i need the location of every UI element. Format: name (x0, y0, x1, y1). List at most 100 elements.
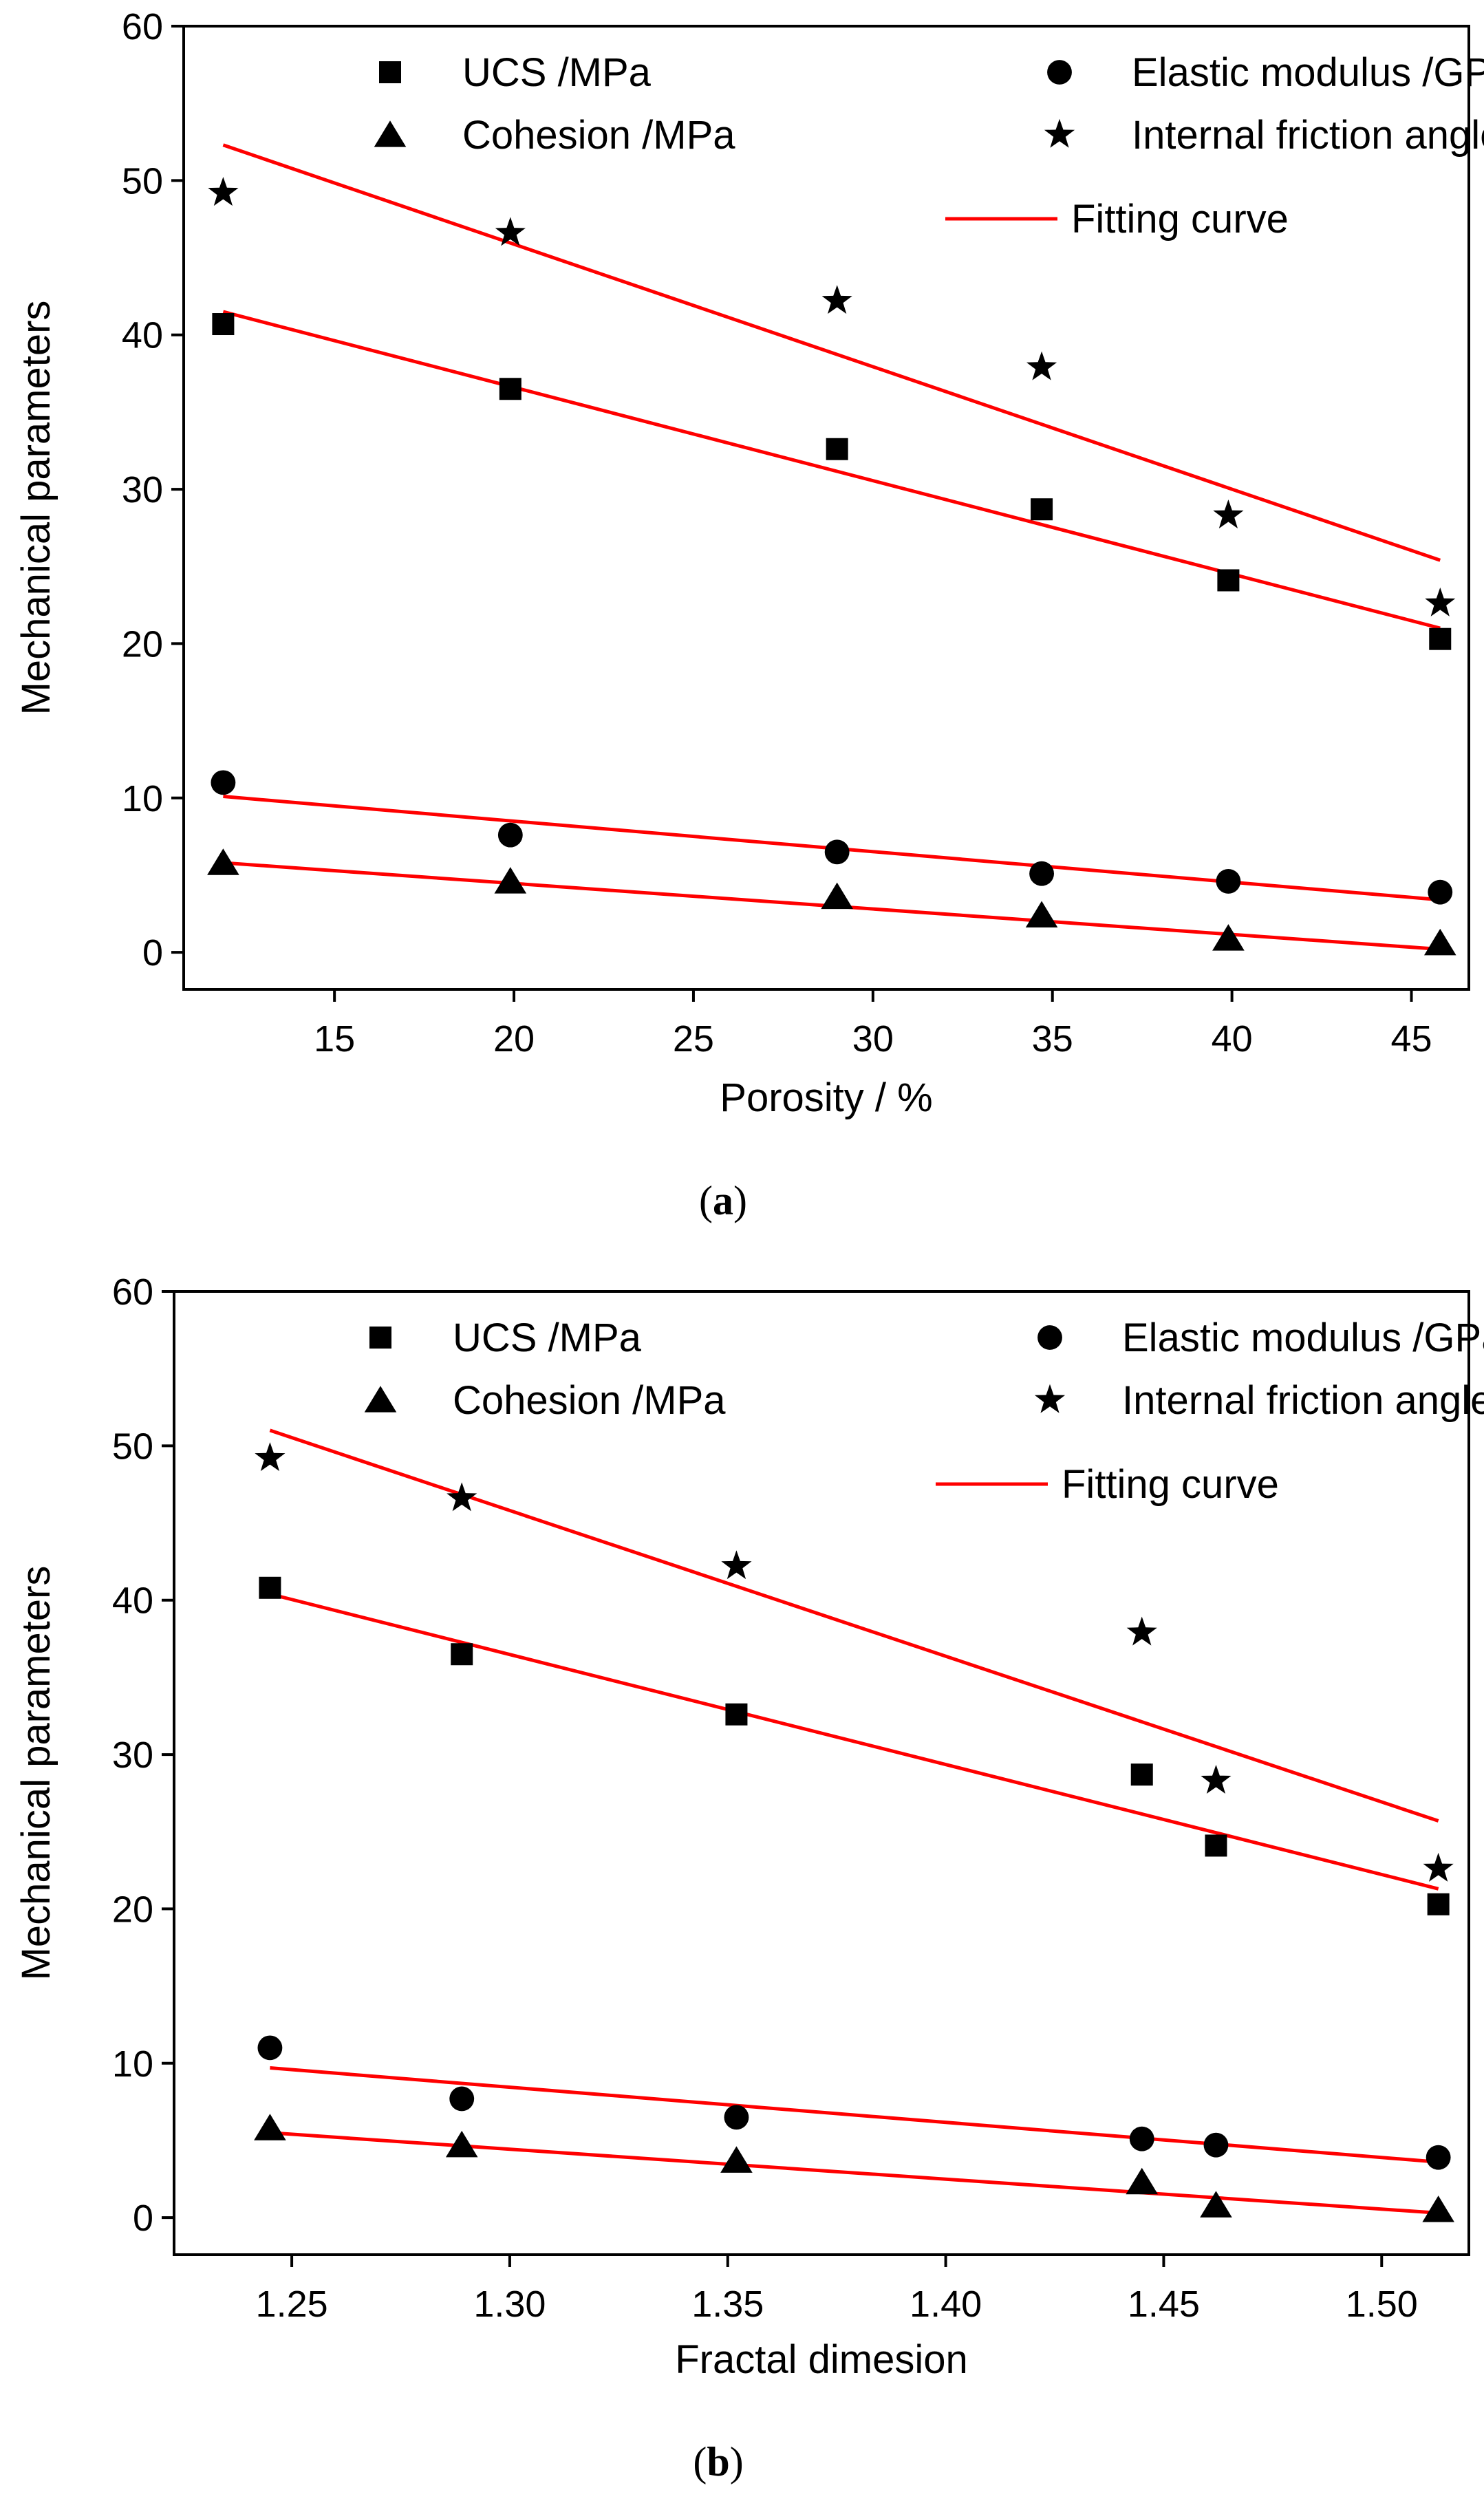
legend-marker-square (379, 61, 401, 83)
series-internal-friction-angle (255, 1442, 1454, 1882)
data-point-circle (211, 770, 236, 795)
x-tick-label: 25 (673, 1018, 714, 1060)
plot-frame (173, 1290, 1470, 2256)
legend-label: Internal friction angle /° (1132, 113, 1484, 158)
legend-label: Cohesion /MPa (462, 113, 735, 158)
y-tick-label: 30 (122, 469, 163, 511)
data-point-star (255, 1442, 286, 1472)
caption-close-paren: ) (733, 1178, 747, 1223)
x-axis-label: Fractal dimesion (675, 2337, 967, 2382)
data-point-triangle (445, 2130, 478, 2158)
data-point-star (1425, 587, 1456, 616)
caption-letter: a (713, 1178, 733, 1223)
data-point-triangle (1200, 2191, 1232, 2218)
legend-marker-star (1044, 118, 1075, 148)
x-tick-label: 1.40 (910, 2284, 982, 2325)
panel-caption: (b) (693, 2439, 743, 2484)
data-point-triangle (1212, 924, 1245, 951)
data-point-circle (1216, 869, 1241, 894)
data-point-circle (449, 2086, 475, 2112)
data-point-star (495, 217, 526, 246)
data-point-square (1031, 498, 1053, 521)
chart-panel-a: 0 10 20 30 40 50 60 15 20 25 30 35 40 45 Porosity / % M… (14, 6, 1484, 1223)
data-point-square (1130, 1763, 1153, 1786)
data-point-star (1201, 1765, 1232, 1794)
y-tick-label: 0 (133, 2198, 153, 2239)
x-axis-label: Porosity / % (720, 1075, 932, 1120)
y-tick-label: 50 (122, 160, 163, 202)
y-tick-label: 60 (112, 1271, 153, 1313)
fit-line-internal-friction-angle (222, 143, 1441, 562)
data-point-square (259, 1576, 281, 1599)
fit-line-ucs-mpa (222, 310, 1441, 630)
data-point-circle (724, 2105, 749, 2130)
series-elastic-modulus-gpa (257, 2035, 1451, 2170)
data-point-square (826, 438, 848, 460)
caption-letter: b (707, 2439, 729, 2484)
y-tick-label: 40 (112, 1580, 153, 1622)
legend-label: Internal friction angle /° (1122, 1378, 1484, 1423)
legend-marker-triangle (364, 1386, 397, 1413)
data-point-circle (824, 839, 850, 865)
data-point-triangle (1422, 2196, 1454, 2222)
fit-line-ucs-mpa (269, 1592, 1439, 1891)
y-tick-label: 10 (122, 778, 163, 819)
legend-fit-label: Fitting curve (1071, 197, 1289, 241)
x-tick-label: 1.25 (256, 2284, 328, 2325)
legend-marker-star (1034, 1384, 1066, 1413)
x-tick-label: 40 (1212, 1018, 1253, 1060)
y-tick-label: 20 (112, 1889, 153, 1930)
x-tick-label: 35 (1032, 1018, 1073, 1060)
data-point-triangle (1423, 928, 1456, 956)
legend-marker-triangle (374, 120, 407, 147)
data-point-star (1026, 351, 1057, 380)
plot-frame (182, 25, 1470, 991)
data-point-square (1429, 627, 1452, 650)
data-point-triangle (1025, 901, 1058, 927)
legend-label: UCS /MPa (462, 50, 652, 95)
y-tick-label: 0 (142, 932, 163, 974)
data-point-triangle (1126, 2167, 1159, 2195)
y-tick-label: 20 (122, 623, 163, 665)
data-point-triangle (821, 882, 853, 910)
data-point-star (1423, 1852, 1454, 1882)
x-tick-label: 30 (852, 1018, 894, 1060)
data-point-triangle (494, 867, 527, 894)
legend-marker-circle (1047, 60, 1072, 85)
data-point-triangle (207, 848, 239, 875)
data-point-star (721, 1550, 752, 1580)
data-point-circle (497, 822, 523, 848)
legend-label: Elastic modulus /GPa (1122, 1316, 1484, 1360)
legend-label: UCS /MPa (453, 1316, 642, 1360)
y-tick-label: 50 (112, 1426, 153, 1467)
y-tick-label: 40 (122, 315, 163, 356)
series-ucs-mpa (212, 313, 1452, 650)
y-tick-label: 10 (112, 2043, 153, 2085)
data-point-square (1205, 1834, 1227, 1857)
y-tick-label: 30 (112, 1735, 153, 1776)
legend: UCS /MPa Elastic modulus /GPa Cohesion /MP… (364, 1316, 1484, 1507)
data-point-circle (1129, 2126, 1154, 2151)
data-point-square (1217, 569, 1240, 592)
data-point-square (725, 1703, 748, 1726)
data-point-star (447, 1482, 477, 1512)
data-point-square (499, 378, 521, 400)
data-point-star (1213, 500, 1244, 528)
x-tick-label: 1.30 (473, 2284, 546, 2325)
y-tick-label: 60 (122, 6, 163, 47)
caption-close-paren: ) (730, 2439, 744, 2484)
series-internal-friction-angle (208, 177, 1456, 616)
x-tick-label: 1.45 (1128, 2284, 1200, 2325)
x-tick-label: 1.35 (691, 2284, 764, 2325)
caption-open-paren: ( (699, 1178, 713, 1223)
legend-fit-label: Fitting curve (1062, 1462, 1279, 1507)
series-cohesion-mpa (254, 2114, 1454, 2222)
data-point-circle (1426, 2145, 1451, 2170)
y-axis-label: Mechanical parameters (14, 301, 58, 716)
legend-marker-circle (1037, 1325, 1062, 1350)
panel-caption: (a) (699, 1178, 747, 1223)
legend-marker-square (369, 1327, 391, 1349)
series-elastic-modulus-gpa (211, 770, 1453, 905)
data-point-circle (257, 2035, 283, 2061)
